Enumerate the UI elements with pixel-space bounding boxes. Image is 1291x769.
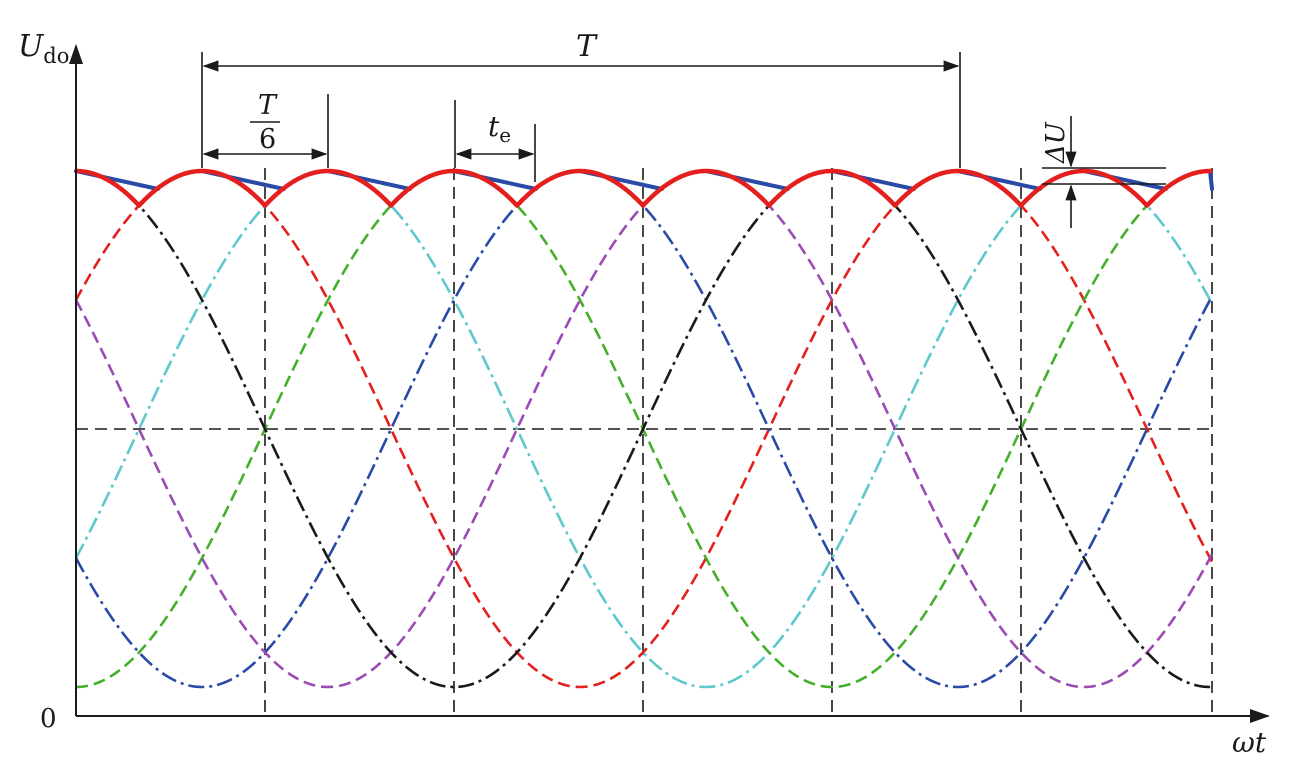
te-label: te: [488, 110, 511, 147]
sixth-denominator: 6: [259, 124, 276, 155]
phase-curve-2: [74, 169, 1214, 689]
phase-curves: [74, 169, 1214, 689]
ripple-envelope: [74, 168, 1214, 208]
period-label: T: [576, 29, 598, 64]
delta-u-label: ΔU: [1041, 121, 1071, 164]
dashed-grid: [76, 168, 1213, 716]
annotations: [201, 52, 1166, 228]
phase-curve-6: [75, 169, 1213, 689]
y-axis-label: Udo: [18, 29, 69, 68]
discharge-segment-10: [1208, 169, 1214, 191]
x-axis-label: ωt: [1232, 726, 1267, 759]
origin-label: 0: [40, 704, 57, 734]
sixth-numerator: T: [258, 90, 278, 121]
